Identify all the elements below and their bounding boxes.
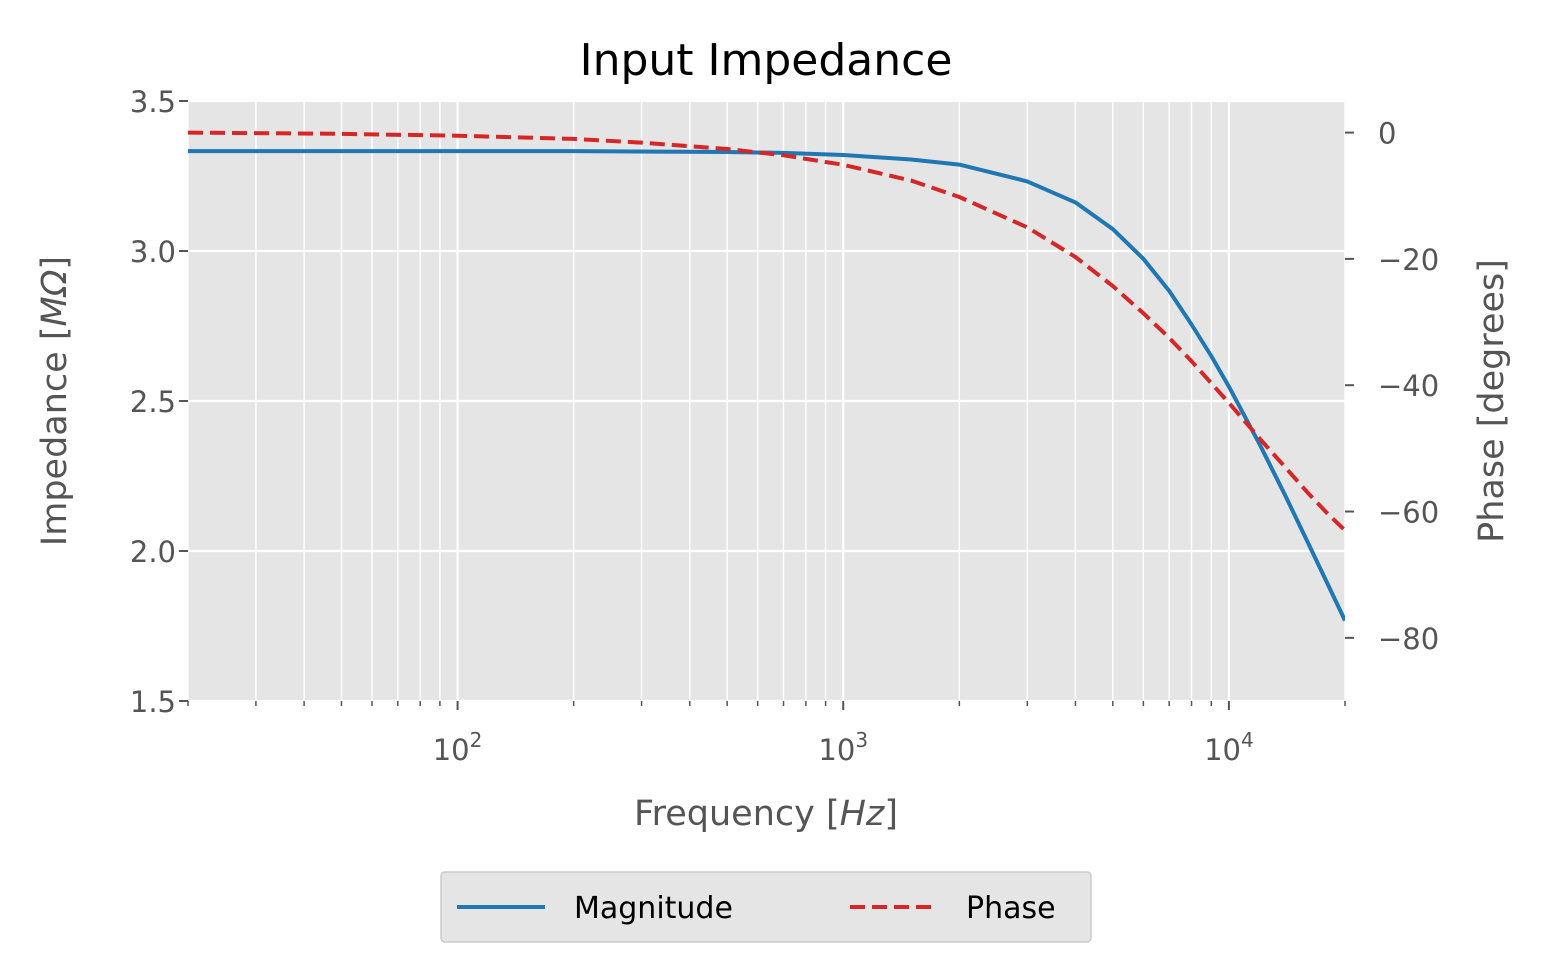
x-tick-label: 102 [433,728,483,767]
x-axis-label: Frequency [Hz] [634,794,898,834]
phase-line [188,130,1345,532]
legend-frame [440,871,1092,943]
x-tick-exponent: 2 [470,728,483,752]
x-axis-label-suffix: ] [884,794,898,834]
y2-tick-label: −40 [1378,369,1439,403]
y2-tick-label: −20 [1378,243,1439,277]
grid [187,99,1346,703]
x-tick-base: 10 [818,733,855,767]
x-tick-label: 104 [1204,728,1254,767]
y2-tick-label: −80 [1378,622,1439,656]
y-axis-label-suffix: ] [35,256,75,270]
x-tick-base: 10 [433,733,470,767]
chart-title: Input Impedance [580,35,953,86]
x-axis-label-prefix: Frequency [ [634,794,840,834]
legend-magnitude-label: Magnitude [574,891,733,926]
x-tick-exponent: 3 [855,728,868,752]
series-layer [188,130,1345,622]
y-axis-label-prefix: Impedance [ [35,327,75,547]
y-tick-label: 2.0 [130,535,176,569]
y-axis-label-unit: MΩ [35,269,75,326]
y-tick-label: 2.5 [130,385,176,419]
y-tick-label: 3.0 [130,235,176,269]
y2-axis-label: Phase [degrees] [1472,259,1512,543]
x-axis-label-unit: Hz [840,794,885,834]
y2-tick-label: −60 [1378,496,1439,530]
x-tick-label: 103 [818,728,868,767]
x-tick-base: 10 [1204,733,1241,767]
x-tick-exponent: 4 [1241,728,1254,752]
magnitude-line [188,149,1345,622]
y-axis-label: Impedance [MΩ] [35,256,75,546]
y-tick-label: 1.5 [130,685,176,719]
y-tick-label: 3.5 [130,85,176,119]
legend-phase-label: Phase [966,891,1056,926]
y2-tick-label: 0 [1378,117,1396,151]
tick-marks [179,100,1354,710]
legend: Magnitude Phase [440,871,1092,943]
